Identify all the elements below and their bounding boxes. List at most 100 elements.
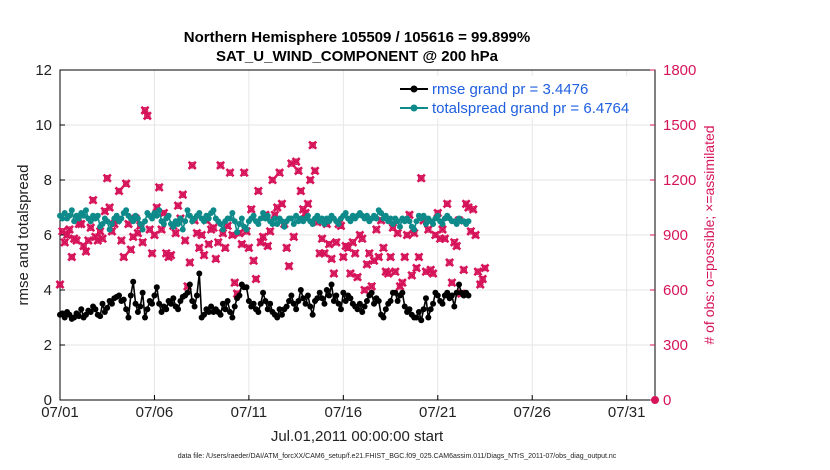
possible-point <box>413 264 420 272</box>
rmse-point <box>245 298 252 304</box>
assimilated-point <box>289 232 299 242</box>
possible-point <box>210 224 217 231</box>
assimilated-point <box>327 254 337 264</box>
spread-point <box>363 212 370 219</box>
assimilated-point <box>319 248 329 258</box>
rmse-point <box>175 306 182 313</box>
possible-point <box>196 244 203 252</box>
assimilated-point <box>400 252 410 262</box>
possible-point <box>221 244 229 252</box>
possible-point <box>61 239 69 246</box>
rmse-point <box>382 306 389 313</box>
possible-point <box>330 270 338 277</box>
spread-point <box>319 215 326 222</box>
assimilated-point <box>331 237 341 247</box>
rmse-point <box>205 309 212 315</box>
possible-point <box>375 253 383 261</box>
rmse-point <box>189 298 196 304</box>
rmse-point <box>144 306 151 313</box>
possible-point <box>122 180 130 187</box>
possible-point <box>63 231 71 239</box>
possible-point <box>73 237 80 244</box>
possible-point <box>89 196 97 204</box>
possible-point <box>167 251 175 259</box>
rmse-point <box>444 289 451 296</box>
rmse-point <box>371 300 378 307</box>
rmse-point <box>274 314 281 321</box>
spread-point <box>257 215 264 222</box>
possible-point <box>443 200 451 208</box>
possible-point <box>316 250 324 257</box>
assimilated-point <box>324 239 334 249</box>
rmse-point <box>191 303 198 310</box>
spread-point <box>201 218 208 225</box>
possible-point <box>85 237 92 244</box>
possible-point <box>429 270 437 277</box>
possible-point <box>295 167 302 175</box>
rmse-point <box>137 303 144 310</box>
y-axis-label: rmse and totalspread <box>15 165 32 306</box>
rmse-point <box>368 289 375 296</box>
spread-point <box>347 218 354 225</box>
x-tick-label: 07/21 <box>419 404 457 421</box>
spread-point <box>134 215 141 222</box>
possible-point <box>351 250 359 257</box>
possible-point <box>245 244 253 252</box>
possible-point <box>188 162 196 169</box>
rmse-point <box>328 281 335 288</box>
rmse-point <box>354 306 361 313</box>
rmse-point <box>201 311 208 318</box>
spread-point <box>236 221 243 227</box>
rmse-point <box>418 317 425 324</box>
possible-point <box>366 250 373 257</box>
possible-point <box>306 176 314 184</box>
assimilated-point <box>412 263 422 273</box>
assimilated-point <box>149 230 159 240</box>
rmse-point <box>224 298 231 304</box>
spread-point <box>434 212 441 219</box>
assimilated-point <box>407 270 417 280</box>
y-tick-label: 2 <box>44 337 52 354</box>
rmse-point <box>231 303 238 310</box>
possible-point <box>311 167 319 175</box>
rmse-point <box>217 311 224 318</box>
assimilated-point <box>211 254 221 264</box>
possible-point <box>120 253 128 261</box>
spread-point <box>309 221 316 227</box>
rmse-point <box>448 292 455 299</box>
possible-point <box>151 231 158 239</box>
spread-point <box>165 212 172 219</box>
possible-point <box>415 253 423 261</box>
assimilated-point <box>95 226 105 236</box>
possible-point <box>158 226 165 233</box>
possible-point <box>226 169 234 176</box>
rmse-point <box>286 298 293 304</box>
possible-point <box>87 224 94 231</box>
spread-point <box>411 226 418 233</box>
possible-point <box>238 240 246 248</box>
assimilated-point <box>362 259 372 269</box>
rmse-point <box>104 304 111 311</box>
possible-point <box>318 235 326 242</box>
y-tick-label: 6 <box>44 227 52 244</box>
assimilated-point <box>293 166 303 176</box>
possible-point <box>144 112 151 120</box>
assimilated-point <box>237 239 247 249</box>
assimilated-point <box>147 248 157 258</box>
rmse-point <box>314 295 321 302</box>
possible-point <box>425 226 432 233</box>
assimilated-point <box>173 201 183 211</box>
assimilated-point <box>220 243 230 253</box>
possible-zero-point <box>651 396 659 404</box>
assimilated-point <box>263 241 273 251</box>
spread-point <box>293 212 300 219</box>
rmse-point <box>125 314 132 321</box>
spread-point <box>59 215 66 222</box>
possible-point <box>472 231 479 239</box>
chart-title: Northern Hemisphere 105509 / 105616 = 99… <box>184 29 530 46</box>
possible-point <box>266 228 274 235</box>
possible-point <box>212 255 220 263</box>
y-tick-label: 0 <box>44 392 52 409</box>
possible-point <box>231 279 239 286</box>
assimilated-point <box>55 279 65 290</box>
